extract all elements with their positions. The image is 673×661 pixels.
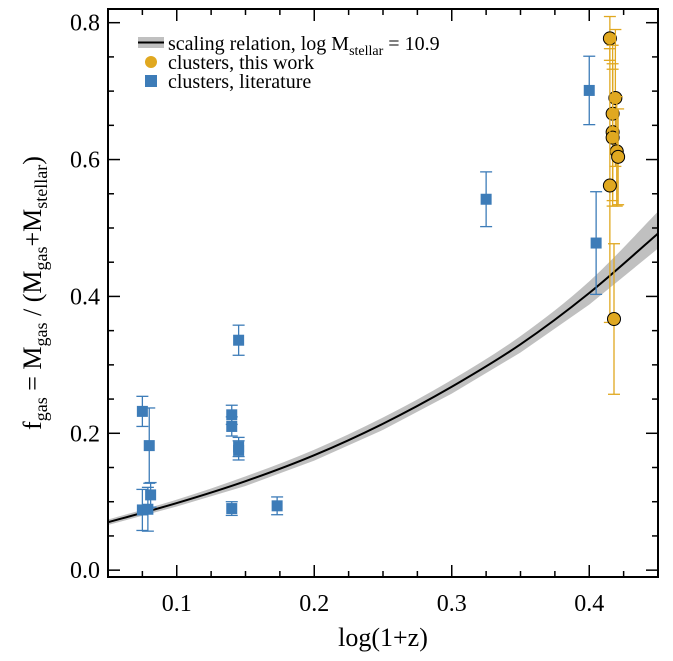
legend: scaling relation, log Mstellar = 10.9 cl… [138, 33, 440, 93]
y-tick-label: 0.4 [70, 284, 100, 310]
literature-marker [143, 440, 155, 452]
this-work-marker [602, 178, 617, 193]
legend-literature-label: clusters, literature [168, 71, 311, 93]
literature-point-13 [583, 55, 596, 126]
literature-marker [136, 405, 148, 417]
scaling-relation-band [108, 211, 658, 525]
x-tick-label: 0.1 [162, 591, 192, 617]
literature-marker [145, 489, 157, 501]
this-work-marker [608, 90, 623, 105]
this-work-marker [611, 149, 626, 164]
literature-marker [226, 409, 238, 421]
x-axis-label: log(1+z) [338, 623, 428, 652]
literature-marker [233, 334, 245, 346]
literature-marker [590, 237, 602, 249]
scaling-curve-layer [107, 232, 659, 524]
literature-marker [233, 444, 245, 456]
literature-point-0 [136, 395, 149, 428]
this-work-marker [602, 31, 617, 46]
y-tick-label: 0.6 [70, 148, 100, 174]
x-tick-label: 0.2 [299, 591, 329, 617]
axis-ticks [107, 9, 659, 577]
literature-marker [583, 84, 595, 96]
y-tick-label: 0.2 [70, 421, 100, 447]
this-work-point-6 [611, 108, 626, 206]
x-tick-label: 0.3 [437, 591, 467, 617]
scaling-band-layer [108, 211, 658, 525]
this-work-points-layer [602, 15, 626, 395]
literature-point-10 [232, 440, 245, 461]
this-work-point-7 [602, 48, 617, 324]
scaling-relation-curve [107, 232, 659, 524]
literature-point-14 [590, 191, 603, 296]
literature-marker [226, 420, 238, 432]
literature-points-layer [136, 55, 603, 532]
y-tick-label: 0.8 [70, 11, 100, 37]
x-tick-label: 0.4 [574, 591, 604, 617]
literature-point-8 [232, 324, 245, 356]
literature-point-4 [144, 481, 157, 508]
legend-this-work-label: clusters, this work [168, 52, 314, 74]
literature-marker [271, 500, 283, 512]
tick-labels: 0.1 0.2 0.3 0.4 0.0 0.2 0.4 0.6 0.8 [70, 11, 604, 617]
plot-frame [107, 8, 659, 578]
legend-this-work-marker [145, 56, 157, 68]
literature-marker [142, 503, 154, 515]
legend-literature-marker [145, 75, 157, 87]
legend-scaling-label: scaling relation, log Mstellar = 10.9 [168, 33, 440, 59]
this-work-point-8 [607, 243, 621, 395]
this-work-marker [607, 312, 621, 327]
literature-marker [480, 193, 492, 205]
literature-point-7 [225, 501, 238, 517]
y-axis-label: fgas = Mgas / (Mgas+Mstellar) [18, 156, 51, 430]
literature-point-11 [271, 496, 284, 516]
this-work-point-0 [602, 15, 617, 61]
literature-point-12 [480, 171, 493, 228]
literature-point-3 [143, 407, 156, 484]
literature-point-6 [225, 416, 238, 437]
literature-marker [226, 503, 238, 515]
y-tick-label: 0.0 [70, 558, 100, 584]
